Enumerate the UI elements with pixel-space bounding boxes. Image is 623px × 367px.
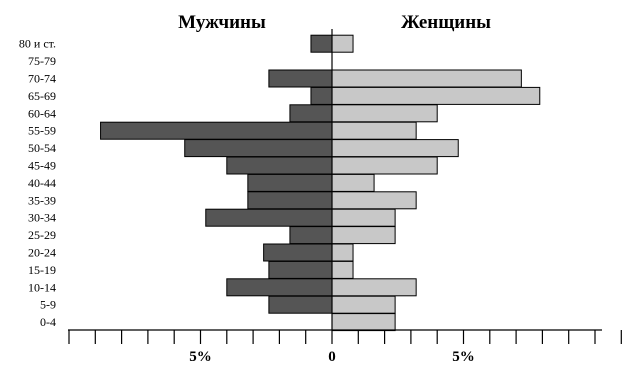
male-bar — [268, 295, 333, 314]
age-label: 15-19 — [28, 263, 56, 277]
female-bar — [331, 173, 375, 192]
age-label: 50-54 — [28, 141, 56, 155]
age-label: 35-39 — [28, 193, 56, 207]
age-label: 0-4 — [40, 315, 56, 329]
age-label: 60-64 — [28, 106, 56, 120]
female-header: Женщины — [401, 12, 491, 33]
x-tick-label: 0 — [328, 349, 336, 365]
female-bar — [331, 34, 354, 53]
female-bar — [331, 208, 396, 227]
age-label: 70-74 — [28, 72, 56, 86]
female-bar — [331, 86, 541, 105]
female-bar — [331, 69, 522, 88]
female-bar — [331, 139, 459, 158]
male-bar — [263, 243, 333, 262]
male-bar — [310, 86, 333, 105]
x-axis: 5% 0 5% — [68, 329, 622, 365]
female-bar — [331, 191, 417, 210]
male-bar — [268, 260, 333, 279]
female-bar — [331, 156, 438, 175]
age-label: 25-29 — [28, 228, 56, 242]
age-label: 55-59 — [28, 124, 56, 138]
age-label: 5-9 — [40, 298, 56, 312]
x-tick-label: 5% — [452, 349, 475, 365]
male-bar — [226, 278, 333, 297]
female-bars — [331, 34, 541, 332]
female-bar — [331, 313, 396, 332]
male-bar — [268, 69, 333, 88]
female-bar — [331, 243, 354, 262]
male-bar — [289, 104, 333, 123]
male-header: Мужчины — [178, 12, 266, 33]
age-label: 30-34 — [28, 211, 56, 225]
male-bar — [289, 226, 333, 245]
male-bar — [247, 191, 333, 210]
male-bar — [100, 121, 333, 140]
male-bar — [205, 208, 333, 227]
female-bar — [331, 260, 354, 279]
female-bar — [331, 278, 417, 297]
age-label: 80 и ст. — [19, 37, 56, 51]
age-label: 75-79 — [28, 54, 56, 68]
age-label: 20-24 — [28, 246, 56, 260]
male-bar — [226, 156, 333, 175]
male-bar — [184, 139, 333, 158]
age-label: 45-49 — [28, 159, 56, 173]
age-label: 65-69 — [28, 89, 56, 103]
age-label: 40-44 — [28, 176, 56, 190]
age-labels: 80 и ст. 75-79 70-74 65-69 60-64 55-59 50-54 45… — [19, 37, 56, 329]
female-bar — [331, 121, 417, 140]
x-tick-label: 5% — [189, 349, 212, 365]
female-bar — [331, 295, 396, 314]
male-bars — [100, 34, 333, 314]
male-bar — [310, 34, 333, 53]
male-bar — [247, 173, 333, 192]
age-label: 10-14 — [28, 280, 56, 294]
female-bar — [331, 226, 396, 245]
female-bar — [331, 104, 438, 123]
